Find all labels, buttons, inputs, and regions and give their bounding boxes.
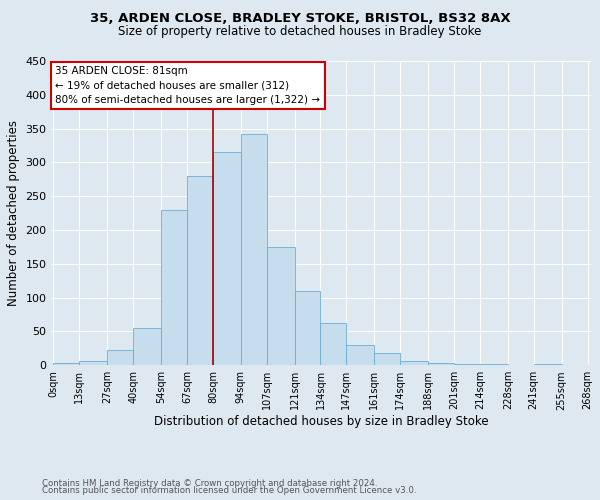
Y-axis label: Number of detached properties: Number of detached properties bbox=[7, 120, 20, 306]
Text: Contains public sector information licensed under the Open Government Licence v3: Contains public sector information licen… bbox=[42, 486, 416, 495]
Bar bbox=[213, 152, 241, 365]
Bar bbox=[133, 328, 161, 365]
Bar bbox=[187, 176, 213, 365]
Bar bbox=[346, 345, 374, 365]
Bar bbox=[534, 364, 562, 365]
Bar bbox=[107, 350, 133, 365]
Bar bbox=[266, 247, 295, 365]
Text: Size of property relative to detached houses in Bradley Stoke: Size of property relative to detached ho… bbox=[118, 25, 482, 38]
Text: Contains HM Land Registry data © Crown copyright and database right 2024.: Contains HM Land Registry data © Crown c… bbox=[42, 478, 377, 488]
Bar bbox=[320, 323, 346, 365]
Bar bbox=[374, 353, 400, 365]
Bar bbox=[428, 363, 454, 365]
Text: 35, ARDEN CLOSE, BRADLEY STOKE, BRISTOL, BS32 8AX: 35, ARDEN CLOSE, BRADLEY STOKE, BRISTOL,… bbox=[89, 12, 511, 26]
Bar bbox=[241, 134, 266, 365]
Bar bbox=[480, 364, 508, 365]
Bar bbox=[79, 361, 107, 365]
Bar bbox=[161, 210, 187, 365]
Bar bbox=[400, 361, 428, 365]
Text: 35 ARDEN CLOSE: 81sqm
← 19% of detached houses are smaller (312)
80% of semi-det: 35 ARDEN CLOSE: 81sqm ← 19% of detached … bbox=[55, 66, 320, 106]
X-axis label: Distribution of detached houses by size in Bradley Stoke: Distribution of detached houses by size … bbox=[154, 415, 489, 428]
Bar bbox=[53, 363, 79, 365]
Bar bbox=[295, 292, 320, 365]
Bar bbox=[454, 364, 480, 365]
